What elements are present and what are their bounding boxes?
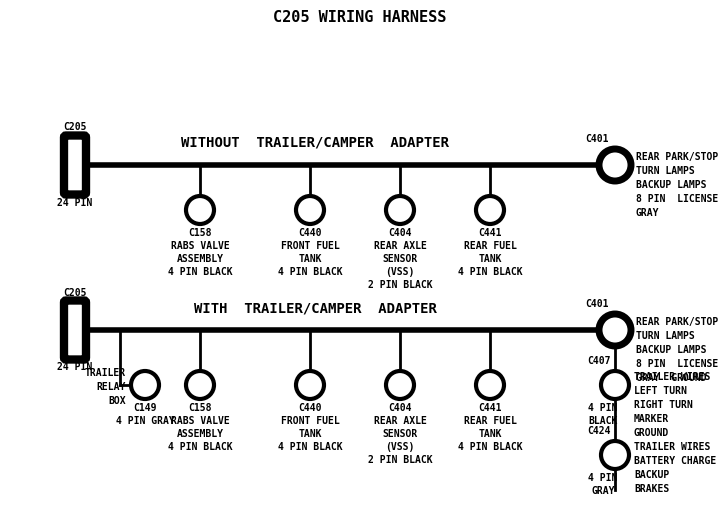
Text: TANK: TANK [478, 254, 502, 264]
Text: C440: C440 [298, 228, 322, 238]
Text: 4 PIN: 4 PIN [588, 473, 618, 483]
Text: 4 PIN BLACK: 4 PIN BLACK [278, 442, 342, 452]
Text: REAR AXLE: REAR AXLE [374, 416, 426, 426]
FancyBboxPatch shape [64, 300, 86, 359]
Circle shape [186, 371, 214, 399]
Text: BRAKES: BRAKES [634, 484, 670, 494]
Text: 8 PIN  LICENSE LAMPS: 8 PIN LICENSE LAMPS [636, 194, 720, 204]
Text: REAR PARK/STOP: REAR PARK/STOP [636, 152, 719, 162]
Text: BATTERY CHARGE: BATTERY CHARGE [634, 456, 716, 466]
Text: (VSS): (VSS) [385, 267, 415, 277]
Text: WITHOUT  TRAILER/CAMPER  ADAPTER: WITHOUT TRAILER/CAMPER ADAPTER [181, 136, 449, 150]
Text: 4 PIN BLACK: 4 PIN BLACK [168, 442, 233, 452]
Text: SENSOR: SENSOR [382, 429, 418, 439]
Text: GRAY: GRAY [591, 486, 615, 496]
Text: GROUND: GROUND [634, 428, 670, 438]
Text: 24 PIN: 24 PIN [58, 362, 93, 373]
Circle shape [186, 196, 214, 224]
Text: 4 PIN BLACK: 4 PIN BLACK [278, 267, 342, 277]
Text: BACKUP LAMPS: BACKUP LAMPS [636, 345, 706, 355]
Text: TRAILER: TRAILER [85, 368, 126, 378]
Text: C401: C401 [585, 134, 608, 144]
Text: TANK: TANK [478, 429, 502, 439]
Circle shape [601, 371, 629, 399]
Text: C149: C149 [133, 403, 157, 413]
Text: RELAY: RELAY [96, 382, 126, 392]
Circle shape [599, 149, 631, 181]
Text: C205: C205 [63, 123, 86, 132]
Text: TANK: TANK [298, 254, 322, 264]
Text: 8 PIN  LICENSE LAMPS: 8 PIN LICENSE LAMPS [636, 359, 720, 369]
Text: TRAILER WIRES: TRAILER WIRES [634, 442, 711, 452]
Text: WITH  TRAILER/CAMPER  ADAPTER: WITH TRAILER/CAMPER ADAPTER [194, 301, 436, 315]
Circle shape [601, 441, 629, 469]
Text: TANK: TANK [298, 429, 322, 439]
Text: 24 PIN: 24 PIN [58, 197, 93, 207]
Text: C440: C440 [298, 403, 322, 413]
Text: C407: C407 [588, 356, 611, 366]
Text: C158: C158 [188, 403, 212, 413]
Circle shape [296, 371, 324, 399]
Text: C158: C158 [188, 228, 212, 238]
Circle shape [476, 371, 504, 399]
Text: SENSOR: SENSOR [382, 254, 418, 264]
Text: 4 PIN GRAY: 4 PIN GRAY [116, 416, 174, 426]
Circle shape [476, 196, 504, 224]
Text: 2 PIN BLACK: 2 PIN BLACK [368, 455, 432, 465]
Circle shape [386, 196, 414, 224]
FancyBboxPatch shape [64, 135, 86, 194]
Text: GRAY: GRAY [636, 208, 660, 218]
Text: C441: C441 [478, 228, 502, 238]
Circle shape [131, 371, 159, 399]
Text: (VSS): (VSS) [385, 442, 415, 452]
Text: GRAY  GROUND: GRAY GROUND [636, 373, 706, 383]
Text: C205: C205 [63, 287, 86, 297]
Text: BLACK: BLACK [588, 416, 618, 426]
Circle shape [296, 196, 324, 224]
Text: REAR FUEL: REAR FUEL [464, 416, 516, 426]
Text: RIGHT TURN: RIGHT TURN [634, 400, 693, 410]
Text: REAR AXLE: REAR AXLE [374, 241, 426, 251]
Text: ASSEMBLY: ASSEMBLY [176, 429, 223, 439]
Text: 4 PIN: 4 PIN [588, 403, 618, 413]
Circle shape [386, 371, 414, 399]
Text: 4 PIN BLACK: 4 PIN BLACK [458, 442, 522, 452]
Text: REAR FUEL: REAR FUEL [464, 241, 516, 251]
Text: C205 WIRING HARNESS: C205 WIRING HARNESS [274, 10, 446, 25]
Text: C404: C404 [388, 228, 412, 238]
Text: 2 PIN BLACK: 2 PIN BLACK [368, 280, 432, 290]
Text: C441: C441 [478, 403, 502, 413]
Text: C404: C404 [388, 403, 412, 413]
Text: RABS VALVE: RABS VALVE [171, 416, 230, 426]
Text: BOX: BOX [109, 396, 126, 406]
Text: BACKUP LAMPS: BACKUP LAMPS [636, 180, 706, 190]
Text: REAR PARK/STOP: REAR PARK/STOP [636, 317, 719, 327]
Text: FRONT FUEL: FRONT FUEL [281, 416, 339, 426]
Text: FRONT FUEL: FRONT FUEL [281, 241, 339, 251]
Circle shape [599, 314, 631, 346]
Text: C424: C424 [588, 426, 611, 436]
Text: TURN LAMPS: TURN LAMPS [636, 331, 695, 341]
Text: TURN LAMPS: TURN LAMPS [636, 166, 695, 176]
Text: ASSEMBLY: ASSEMBLY [176, 254, 223, 264]
Text: RABS VALVE: RABS VALVE [171, 241, 230, 251]
Text: TRAILER WIRES: TRAILER WIRES [634, 372, 711, 382]
Text: 4 PIN BLACK: 4 PIN BLACK [168, 267, 233, 277]
Text: C401: C401 [585, 299, 608, 309]
Text: 4 PIN BLACK: 4 PIN BLACK [458, 267, 522, 277]
Text: BACKUP: BACKUP [634, 470, 670, 480]
Text: MARKER: MARKER [634, 414, 670, 424]
Text: LEFT TURN: LEFT TURN [634, 386, 687, 396]
